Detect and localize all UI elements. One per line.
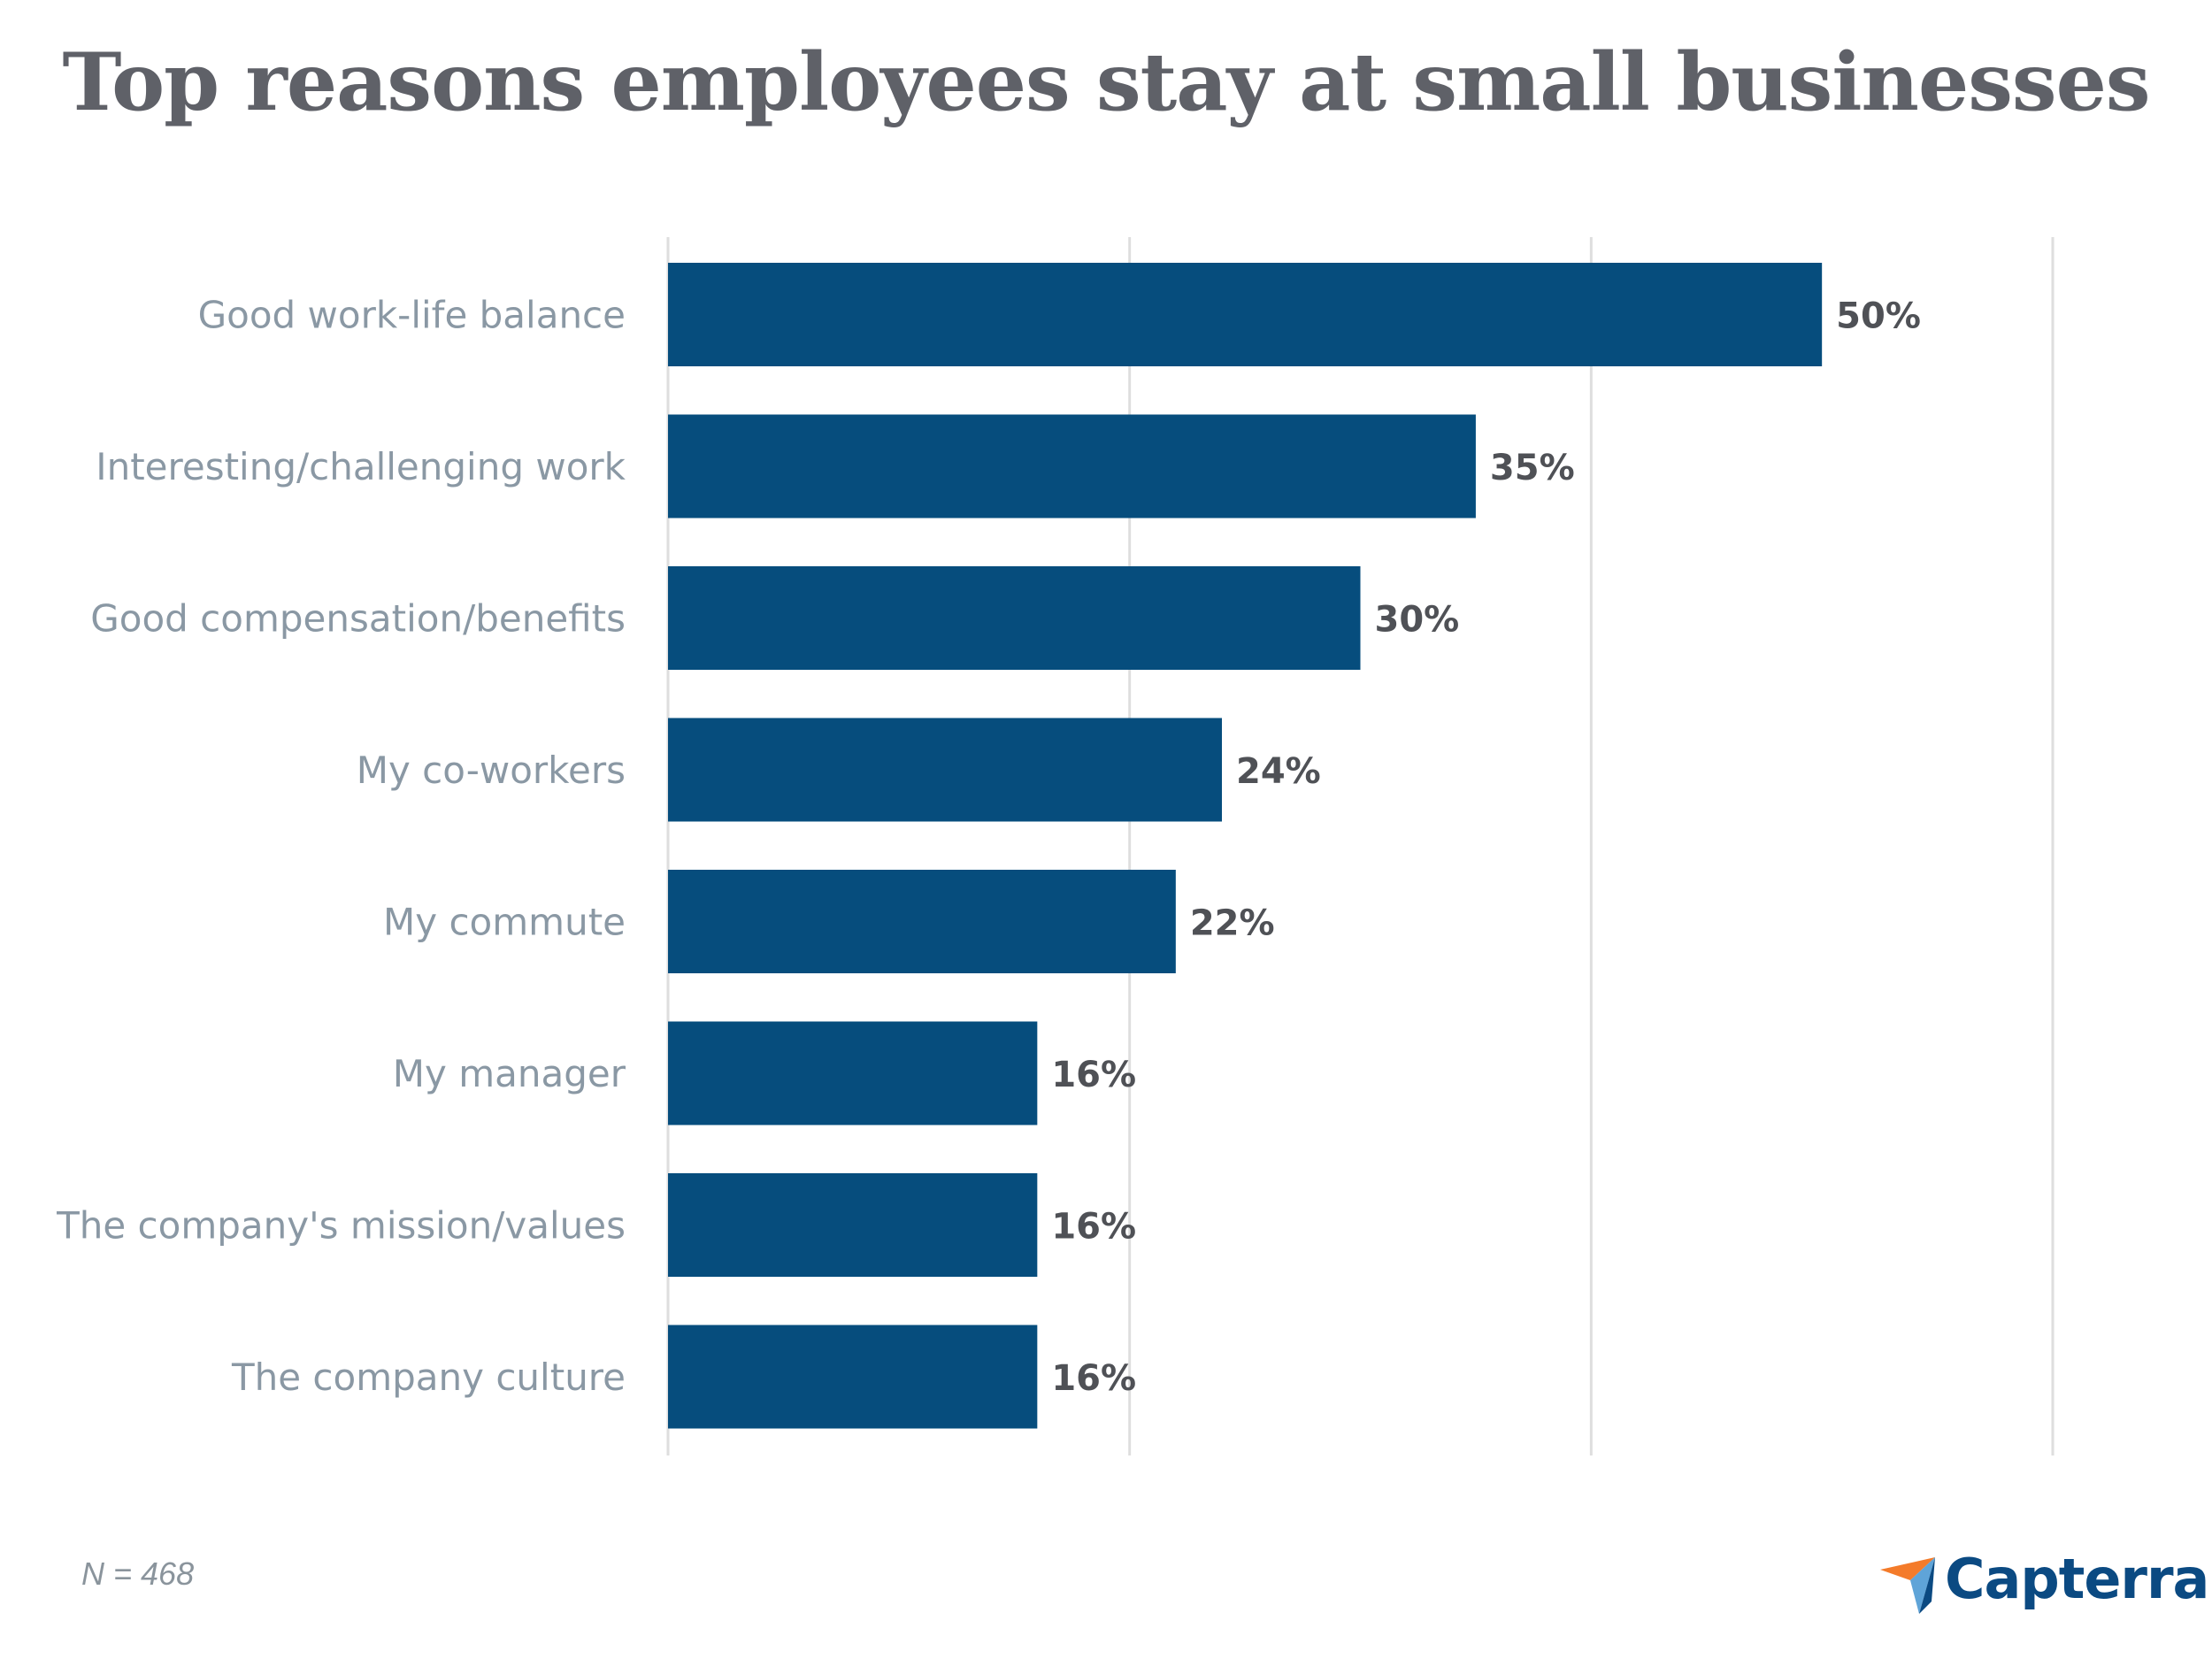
bar (668, 1325, 1038, 1429)
category-label: Interesting/challenging work (96, 445, 626, 488)
bar (668, 870, 1176, 973)
bar (668, 718, 1222, 822)
value-labels: 50% 35% 30% 24% 22% 16% 16% 16% (1051, 296, 1921, 1400)
category-label: My commute (383, 901, 626, 944)
value-label: 16% (1051, 1055, 1136, 1095)
value-label: 16% (1051, 1207, 1136, 1248)
category-label: The company culture (231, 1356, 626, 1399)
capterra-wordmark[interactable]: Capterra (1945, 1547, 2209, 1611)
bar (668, 1021, 1038, 1125)
bar-chart: Good work-life balance Interesting/challe… (56, 237, 2055, 1455)
sample-size-note: N = 468 (81, 1555, 195, 1592)
bar (668, 263, 1823, 366)
logo-dark-blue-shape (1919, 1557, 1935, 1614)
category-label: My co-workers (357, 749, 626, 792)
category-label: Good work-life balance (198, 294, 626, 337)
category-label: My manager (393, 1052, 626, 1095)
category-label: The company's mission/values (56, 1204, 626, 1248)
category-labels: Good work-life balance Interesting/challe… (56, 294, 626, 1400)
value-label: 35% (1490, 448, 1575, 488)
capterra-logo[interactable] (1880, 1540, 2172, 1619)
value-label: 22% (1190, 903, 1275, 944)
value-label: 16% (1051, 1358, 1136, 1399)
category-label: Good compensation/benefits (90, 597, 626, 641)
bars (668, 263, 1823, 1429)
bar (668, 1173, 1038, 1277)
logo-orange-shape (1880, 1557, 1935, 1580)
bar (668, 566, 1361, 670)
value-label: 30% (1375, 600, 1460, 641)
value-label: 24% (1236, 751, 1321, 792)
value-label: 50% (1836, 296, 1921, 337)
bar (668, 414, 1476, 518)
logo-light-blue-shape (1910, 1557, 1935, 1614)
chart-title: Top reasons employees stay at small busi… (62, 35, 2150, 129)
